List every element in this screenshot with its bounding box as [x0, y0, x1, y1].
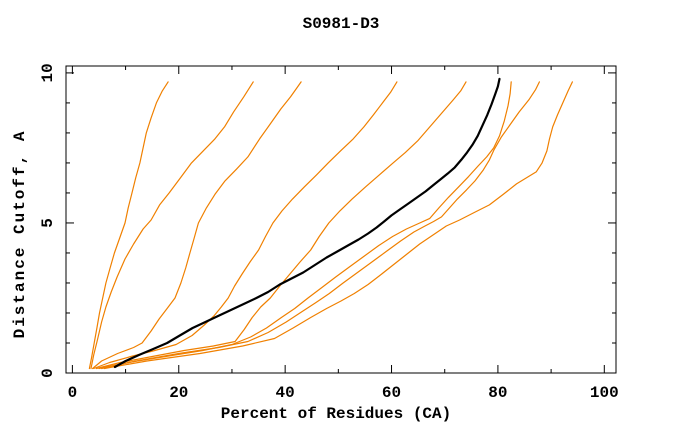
x-tick-label: 0 — [68, 384, 78, 402]
axis-tick-labels: 0 20 40 60 80 100 0 5 10 — [39, 63, 619, 402]
curve-orange-model-5 — [95, 81, 467, 370]
y-axis-label: Distance Cutoff, A — [11, 130, 29, 339]
axis-ticks — [66, 66, 616, 374]
x-tick-label: 60 — [382, 384, 401, 402]
y-tick-label: 10 — [39, 63, 57, 82]
curve-orange-model-7 — [100, 81, 541, 370]
y-tick-label: 5 — [39, 218, 57, 228]
x-tick-label: 20 — [169, 384, 188, 402]
curve-orange-model-1 — [88, 81, 169, 370]
x-tick-label: 40 — [275, 384, 294, 402]
x-tick-label: 100 — [590, 384, 619, 402]
x-axis-label: Percent of Residues (CA) — [221, 405, 451, 423]
y-tick-label: 0 — [39, 368, 57, 378]
plot-frame — [65, 65, 617, 374]
curve-orange-model-8 — [103, 81, 574, 370]
curve-orange-model-6 — [98, 81, 512, 370]
curve-orange-model-4 — [93, 81, 398, 370]
curves-layer — [88, 77, 574, 370]
curve-orange-model-3 — [91, 81, 302, 370]
curve-black-model — [113, 77, 501, 369]
chart-title: S0981-D3 — [303, 15, 380, 33]
curve-orange-model-2 — [90, 81, 254, 370]
x-tick-label: 80 — [488, 384, 507, 402]
